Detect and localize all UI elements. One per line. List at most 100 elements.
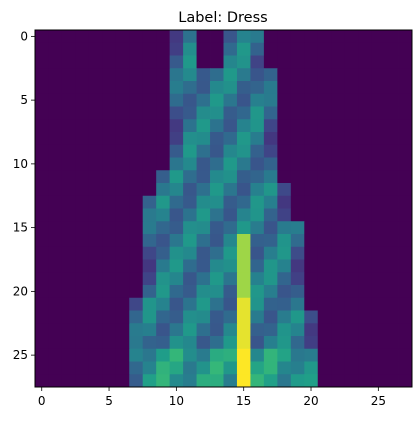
heatmap-cell [371, 183, 386, 197]
heatmap-cell [129, 93, 144, 107]
heatmap-cell [263, 348, 278, 362]
heatmap-cell [304, 81, 319, 95]
heatmap-cell [115, 42, 130, 56]
heatmap-cell [385, 259, 399, 273]
heatmap-cell [250, 361, 265, 375]
heatmap-cell [290, 361, 305, 375]
heatmap-cell [398, 144, 413, 158]
x-tick-label: 20 [303, 394, 318, 408]
heatmap-cell [129, 157, 144, 171]
heatmap-cell [129, 374, 144, 388]
heatmap-cell [115, 310, 130, 324]
heatmap-cell [317, 81, 332, 95]
heatmap-cell [250, 234, 265, 248]
heatmap-cell [290, 81, 305, 95]
heatmap-cell [398, 361, 413, 375]
heatmap-cell [304, 132, 319, 146]
heatmap-cell [304, 68, 319, 82]
heatmap-cell [210, 285, 224, 299]
heatmap-cell [88, 106, 103, 120]
heatmap-cell [102, 106, 117, 120]
heatmap-cell [183, 374, 197, 388]
heatmap-cell [250, 106, 265, 120]
heatmap-cell [142, 106, 157, 120]
heatmap-cell [398, 336, 413, 350]
heatmap-cell [317, 336, 332, 350]
heatmap-cell [358, 144, 372, 158]
heatmap-cell [398, 119, 413, 133]
heatmap-cell [290, 323, 305, 337]
heatmap-cell [75, 374, 90, 388]
heatmap-cell [156, 297, 171, 311]
heatmap-cell [263, 68, 278, 82]
heatmap-cell [61, 361, 76, 375]
heatmap-cell [210, 221, 224, 235]
heatmap-cell [236, 68, 251, 82]
heatmap-cell [210, 259, 224, 273]
heatmap-cell [236, 55, 251, 69]
heatmap-cell [277, 183, 292, 197]
heatmap-cell [236, 310, 251, 324]
heatmap-cell [263, 42, 278, 56]
heatmap-cell [169, 323, 184, 337]
heatmap-cell [236, 106, 251, 120]
heatmap-cell [196, 246, 211, 260]
heatmap-cell [385, 195, 399, 209]
heatmap-cell [371, 144, 386, 158]
heatmap-cell [358, 81, 372, 95]
heatmap-cell [317, 157, 332, 171]
heatmap-cell [304, 157, 319, 171]
heatmap-cell [183, 272, 197, 286]
heatmap-cell [183, 285, 197, 299]
heatmap-cell [115, 170, 130, 184]
heatmap-cell [183, 144, 197, 158]
heatmap-cell [398, 170, 413, 184]
heatmap-cell [102, 132, 117, 146]
heatmap-cell [169, 259, 184, 273]
heatmap-cell [88, 285, 103, 299]
heatmap-cell [317, 42, 332, 56]
heatmap-cell [317, 323, 332, 337]
heatmap-cell [48, 285, 63, 299]
y-axis: 0 5 10 15 20 25 [13, 29, 35, 362]
heatmap-cell [169, 170, 184, 184]
heatmap-cell [344, 361, 359, 375]
heatmap-cell [115, 144, 130, 158]
heatmap-cell [331, 234, 346, 248]
heatmap-cell [344, 323, 359, 337]
heatmap-cell [88, 68, 103, 82]
heatmap-cell [129, 272, 144, 286]
heatmap-cell [142, 208, 157, 222]
heatmap-cell [263, 144, 278, 158]
heatmap-cell [290, 259, 305, 273]
heatmap-cell [48, 348, 63, 362]
heatmap-cell [290, 106, 305, 120]
heatmap-cell [398, 55, 413, 69]
heatmap-cell [331, 374, 346, 388]
heatmap-cell [317, 285, 332, 299]
heatmap-cell [48, 195, 63, 209]
heatmap-cell [183, 170, 197, 184]
heatmap-cell [88, 119, 103, 133]
heatmap-cell [331, 323, 346, 337]
heatmap-cell [142, 195, 157, 209]
heatmap-cell [277, 310, 292, 324]
heatmap-cell [196, 336, 211, 350]
heatmap-cell [304, 144, 319, 158]
heatmap-cell [75, 272, 90, 286]
heatmap-cell [88, 310, 103, 324]
heatmap-cell [277, 55, 292, 69]
heatmap-cell [290, 119, 305, 133]
heatmap-cell [88, 81, 103, 95]
heatmap-cell [223, 259, 238, 273]
heatmap-cell [250, 221, 265, 235]
heatmap-cell [61, 297, 76, 311]
heatmap-cell [385, 157, 399, 171]
heatmap-cell [142, 336, 157, 350]
y-tick-label: 25 [13, 348, 28, 362]
heatmap-cell [75, 195, 90, 209]
heatmap-cell [142, 323, 157, 337]
heatmap-cell [88, 272, 103, 286]
heatmap-cell [129, 285, 144, 299]
heatmap-cell [277, 132, 292, 146]
